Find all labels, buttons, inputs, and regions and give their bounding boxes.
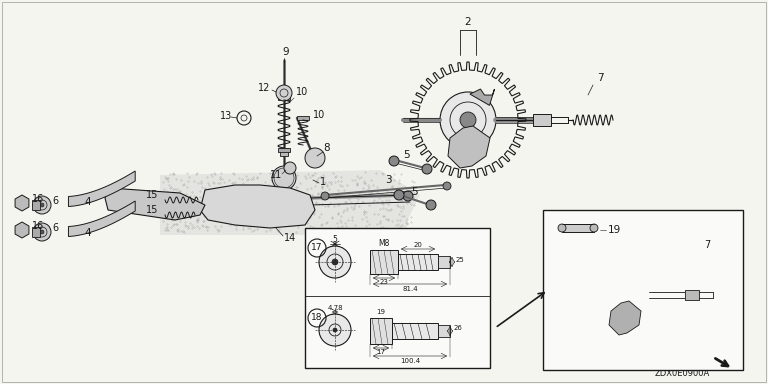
Text: 4.78: 4.78 bbox=[327, 305, 343, 311]
Text: 25: 25 bbox=[456, 257, 465, 263]
Circle shape bbox=[40, 230, 44, 234]
Circle shape bbox=[590, 224, 598, 232]
Text: 17: 17 bbox=[311, 243, 323, 253]
Bar bbox=[685, 290, 699, 300]
Text: 6: 6 bbox=[52, 196, 58, 206]
Text: 4: 4 bbox=[84, 197, 91, 207]
Circle shape bbox=[422, 164, 432, 174]
Circle shape bbox=[601, 271, 649, 319]
Polygon shape bbox=[105, 188, 205, 220]
Bar bbox=[280, 148, 288, 156]
Bar bbox=[370, 318, 392, 344]
Text: 13: 13 bbox=[220, 111, 232, 121]
Text: 14: 14 bbox=[284, 233, 296, 243]
Circle shape bbox=[426, 200, 436, 210]
Circle shape bbox=[40, 203, 44, 207]
Circle shape bbox=[460, 112, 476, 128]
Bar bbox=[370, 250, 398, 274]
Text: 16: 16 bbox=[32, 221, 45, 231]
Circle shape bbox=[33, 223, 51, 241]
Text: 8: 8 bbox=[323, 143, 330, 153]
Circle shape bbox=[149, 199, 161, 211]
Text: 19: 19 bbox=[608, 225, 621, 235]
Circle shape bbox=[440, 92, 496, 148]
Circle shape bbox=[275, 195, 285, 205]
Text: 26: 26 bbox=[454, 325, 463, 331]
Text: 15: 15 bbox=[146, 190, 158, 200]
Bar bbox=[562, 224, 594, 232]
Text: 12: 12 bbox=[258, 83, 270, 93]
Circle shape bbox=[272, 166, 296, 190]
Circle shape bbox=[558, 224, 566, 232]
Circle shape bbox=[389, 156, 399, 166]
Circle shape bbox=[403, 191, 413, 201]
Polygon shape bbox=[160, 170, 420, 235]
Text: 2: 2 bbox=[465, 17, 472, 27]
Text: 17: 17 bbox=[376, 349, 386, 355]
Circle shape bbox=[319, 314, 351, 346]
Circle shape bbox=[332, 259, 338, 265]
Bar bbox=[438, 256, 450, 268]
Text: 7: 7 bbox=[704, 240, 710, 250]
Bar bbox=[32, 200, 40, 210]
Bar bbox=[278, 96, 290, 100]
Text: 18: 18 bbox=[311, 313, 323, 323]
Text: 9: 9 bbox=[283, 47, 290, 57]
Circle shape bbox=[305, 148, 325, 168]
Circle shape bbox=[321, 192, 329, 200]
Circle shape bbox=[225, 200, 235, 210]
Polygon shape bbox=[15, 222, 29, 238]
Text: 5: 5 bbox=[404, 150, 410, 160]
Text: 11: 11 bbox=[270, 170, 282, 180]
Text: 5: 5 bbox=[333, 235, 337, 245]
Bar bbox=[305, 228, 490, 368]
Circle shape bbox=[276, 85, 292, 101]
Bar bbox=[438, 325, 450, 337]
Polygon shape bbox=[15, 195, 29, 211]
Text: 19: 19 bbox=[376, 309, 386, 315]
Polygon shape bbox=[448, 126, 490, 168]
Text: M8: M8 bbox=[379, 240, 389, 248]
Circle shape bbox=[333, 328, 337, 332]
Circle shape bbox=[284, 162, 296, 174]
Circle shape bbox=[619, 289, 631, 301]
Circle shape bbox=[33, 196, 51, 214]
Circle shape bbox=[319, 246, 351, 278]
Text: 100.4: 100.4 bbox=[400, 358, 420, 364]
Text: 16: 16 bbox=[32, 194, 45, 204]
Text: 23: 23 bbox=[379, 279, 389, 285]
Circle shape bbox=[443, 182, 451, 190]
Text: ZDX0E0900A: ZDX0E0900A bbox=[655, 369, 710, 379]
Text: 4: 4 bbox=[84, 228, 91, 238]
Bar bbox=[278, 148, 290, 152]
Bar bbox=[543, 210, 743, 370]
Text: FR.: FR. bbox=[684, 350, 705, 360]
Circle shape bbox=[394, 190, 404, 200]
Polygon shape bbox=[470, 89, 495, 105]
Text: 20: 20 bbox=[413, 242, 422, 248]
Bar bbox=[533, 114, 551, 126]
Polygon shape bbox=[609, 301, 641, 335]
Text: 7: 7 bbox=[597, 73, 604, 83]
Polygon shape bbox=[68, 171, 135, 207]
Bar bbox=[398, 254, 438, 270]
Polygon shape bbox=[200, 185, 315, 228]
Bar bbox=[392, 323, 438, 339]
Text: 5: 5 bbox=[412, 187, 419, 197]
Text: 10: 10 bbox=[313, 110, 325, 120]
Polygon shape bbox=[68, 201, 135, 237]
Text: 81.4: 81.4 bbox=[402, 286, 418, 292]
Bar bbox=[297, 116, 309, 120]
Text: 6: 6 bbox=[52, 223, 58, 233]
Text: 10: 10 bbox=[296, 87, 308, 97]
Text: 3: 3 bbox=[385, 175, 392, 185]
Text: 15: 15 bbox=[146, 205, 158, 215]
Text: 1: 1 bbox=[320, 177, 326, 187]
Bar bbox=[32, 227, 40, 237]
